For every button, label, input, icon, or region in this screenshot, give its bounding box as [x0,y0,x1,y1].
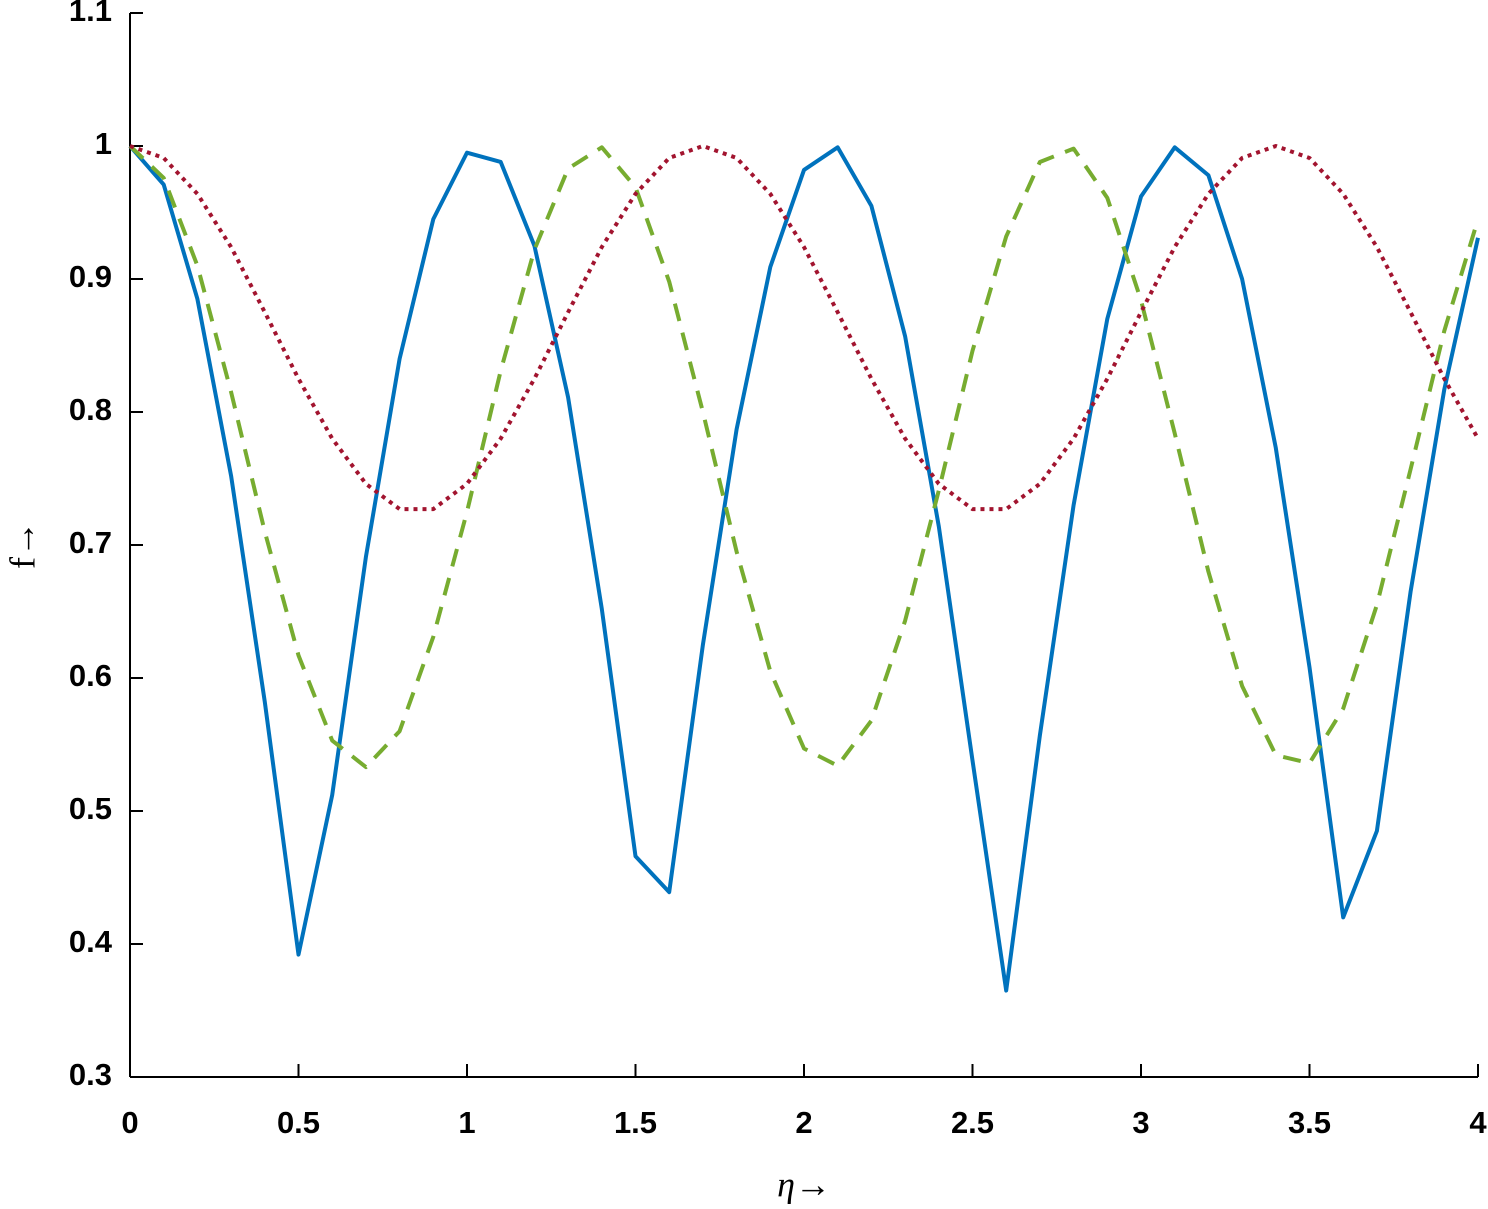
x-tick-label: 2 [795,1105,812,1140]
y-tick-label: 0.3 [69,1057,112,1092]
x-tick-label: 1 [458,1105,475,1140]
x-tick-label: 0.5 [277,1105,320,1140]
x-tick-label: 3.5 [1288,1105,1331,1140]
y-tick-label: 0.7 [69,525,112,560]
line-series [128,144,1480,993]
line-series [129,144,1480,512]
x-tick-label: 1.5 [614,1105,657,1140]
y-tick-label: 0.9 [69,259,112,294]
y-axis-label: f→ [2,521,42,569]
x-tick-label: 2.5 [951,1105,994,1140]
y-tick-label: 1 [95,126,112,161]
y-tick-label: 0.8 [69,392,112,427]
line-series [128,144,1480,770]
x-tick-label: 4 [1469,1105,1487,1140]
y-tick-label: 0.6 [69,658,112,693]
x-axis-label: η→ [777,1164,831,1204]
y-tick-label: 0.4 [69,924,113,959]
y-tick-label: 0.5 [69,791,112,826]
x-tick-label: 3 [1132,1105,1149,1140]
y-tick-label: 1.1 [69,0,112,28]
x-tick-label: 0 [121,1105,138,1140]
